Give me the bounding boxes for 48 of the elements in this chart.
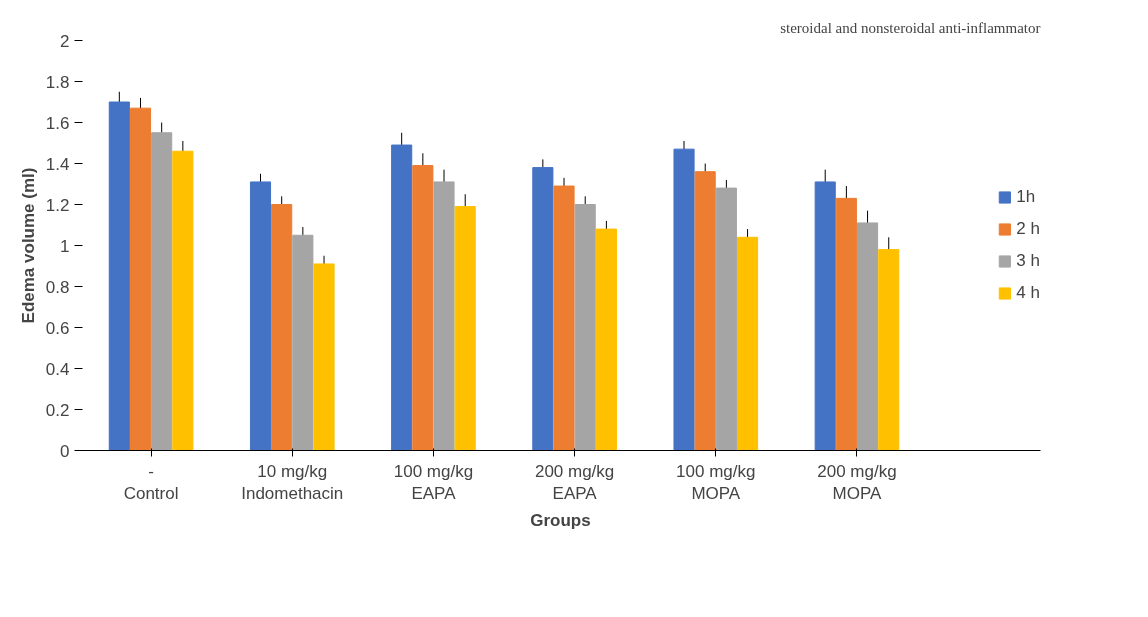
bar <box>108 101 130 451</box>
bar <box>694 171 716 451</box>
y-tick-label: 1.8 <box>45 72 70 92</box>
bar <box>574 204 596 451</box>
bar <box>412 165 434 451</box>
bar <box>129 107 152 451</box>
x-tick-label: 10 mg/kg Indomethacin <box>241 461 344 504</box>
bar <box>737 236 759 451</box>
bar <box>595 228 617 451</box>
x-tick-label: - Control <box>123 461 179 504</box>
x-tick-label: 100 mg/kg EAPA <box>393 461 474 504</box>
bar <box>878 249 900 451</box>
x-tick-label: 200 mg/kg EAPA <box>534 461 615 504</box>
text: steroidal and nonsteroidal anti-inflammator <box>780 19 1041 36</box>
y-tick-label: 0.6 <box>45 318 70 338</box>
y-tick-label: 0 <box>60 441 70 461</box>
bar <box>313 263 335 451</box>
y-tick-label: 1 <box>60 236 70 256</box>
y-tick-label: 0.4 <box>45 359 70 379</box>
bar <box>172 150 194 451</box>
bar <box>391 144 413 451</box>
y-tick-label: 2 <box>60 31 70 51</box>
bar <box>249 181 272 451</box>
bar <box>814 181 836 451</box>
bar <box>673 148 695 451</box>
y-tick-label: 0.2 <box>45 400 70 420</box>
bar <box>715 187 737 451</box>
bar <box>835 197 857 451</box>
bar <box>151 132 173 451</box>
y-tick-label: 1.6 <box>45 113 70 133</box>
x-tick-label: 100 mg/kg MOPA <box>676 461 756 504</box>
bar <box>292 234 314 451</box>
legend-label: 1h <box>1016 187 1037 207</box>
legend-label: 2 h <box>1016 219 1040 239</box>
x-axis-title: Groups <box>530 511 591 531</box>
legend-label: 4 h <box>1016 283 1040 303</box>
x-tick-label: 200 mg/kg MOPA <box>817 461 897 504</box>
y-tick-label: 1.4 <box>45 154 70 174</box>
legend-label: 3 h <box>1016 251 1040 271</box>
bar <box>532 167 554 451</box>
y-axis-title: Edema volume (ml) <box>18 167 38 324</box>
bar <box>433 181 455 451</box>
bar <box>553 185 575 451</box>
y-tick-label: 1.2 <box>45 195 70 215</box>
bar <box>454 206 476 451</box>
y-tick-label: 0.8 <box>45 277 70 297</box>
bar <box>857 222 879 451</box>
bar <box>271 204 293 451</box>
